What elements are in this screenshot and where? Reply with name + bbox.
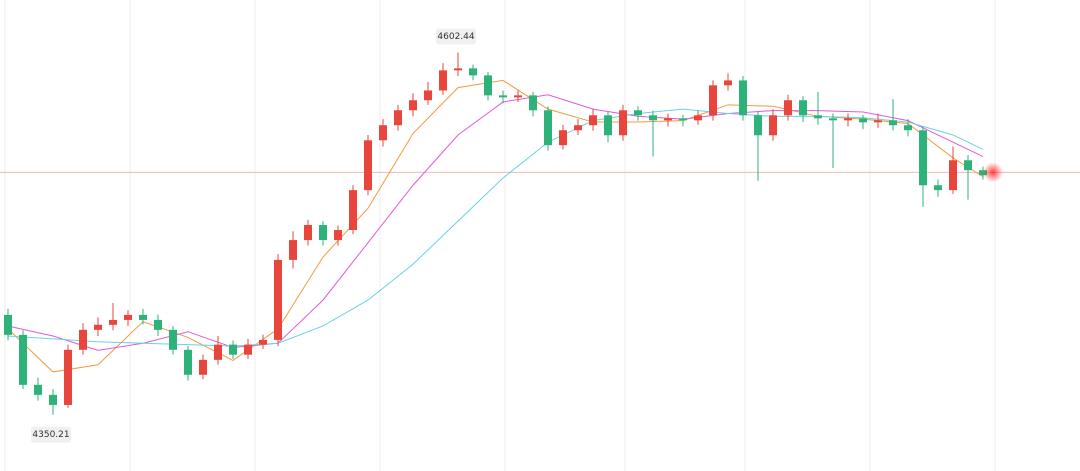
candle-body (694, 115, 702, 121)
candle-body (319, 225, 327, 241)
candle-body (904, 125, 912, 131)
candle-body (649, 115, 657, 121)
candle-body (754, 115, 762, 136)
candle-body (934, 185, 942, 191)
candle-body (139, 314, 147, 320)
candle-body (244, 344, 252, 355)
candle-body (334, 230, 342, 241)
candle-body (799, 100, 807, 116)
extreme-label: 4602.44 (436, 28, 476, 45)
candle-body (169, 329, 177, 350)
candle-body (979, 170, 987, 176)
extreme-label-text: 4602.44 (437, 32, 474, 42)
candle-body (379, 125, 387, 141)
candle-body (544, 110, 552, 146)
candle-body (709, 85, 717, 116)
candle-body (829, 118, 837, 121)
last-price-glow (983, 162, 1003, 183)
candle-body (394, 110, 402, 126)
candle-body (814, 115, 822, 119)
candle-body (844, 118, 852, 121)
candle-body (34, 384, 42, 395)
extreme-label: 4350.21 (31, 426, 71, 443)
candle-body (184, 349, 192, 375)
candle-body (109, 319, 117, 325)
candle-body (559, 130, 567, 146)
candle-body (94, 324, 102, 330)
candle-body (439, 70, 447, 91)
candle-body (889, 120, 897, 126)
candle-body (64, 349, 72, 405)
candle-body (259, 339, 267, 345)
candle-body (409, 100, 417, 111)
candle-body (199, 359, 207, 375)
candle-body (634, 110, 642, 116)
candle-body (949, 160, 957, 191)
label-box (31, 426, 71, 443)
candle-body (349, 190, 357, 231)
candle-body (919, 130, 927, 186)
extreme-label-text: 4350.21 (32, 430, 69, 440)
candle-body (229, 344, 237, 355)
candle-body (49, 394, 57, 405)
candle-body (529, 95, 537, 111)
candle-body (124, 314, 132, 320)
candle-body (739, 80, 747, 116)
candle-body (859, 118, 867, 123)
candle-body (589, 115, 597, 126)
candle-body (664, 118, 672, 121)
candle-body (154, 319, 162, 330)
vertical-grid (4, 0, 996, 471)
candle-body (964, 160, 972, 171)
candle-body (724, 80, 732, 86)
candle-body (784, 100, 792, 116)
candle-body (214, 344, 222, 360)
candle-body (874, 120, 882, 123)
candle-body (769, 115, 777, 136)
candle-body (619, 110, 627, 136)
candle-body (424, 90, 432, 101)
candle-body (304, 225, 312, 241)
candle-body (499, 95, 507, 98)
candle-body (484, 75, 492, 96)
candle-body (574, 125, 582, 131)
candle-body (79, 329, 87, 350)
moving-average-line (7, 108, 984, 347)
candle-body (514, 95, 522, 98)
candle-body (469, 68, 477, 76)
candle-body (289, 240, 297, 260)
candle-body (4, 314, 12, 335)
candle-body (679, 118, 687, 121)
candle-body (604, 115, 612, 136)
candle-body (454, 68, 462, 71)
label-box (436, 28, 476, 45)
candle-body (364, 140, 372, 191)
candle-body (19, 334, 27, 385)
candle-body (274, 259, 282, 340)
moving-average-line (7, 94, 984, 351)
